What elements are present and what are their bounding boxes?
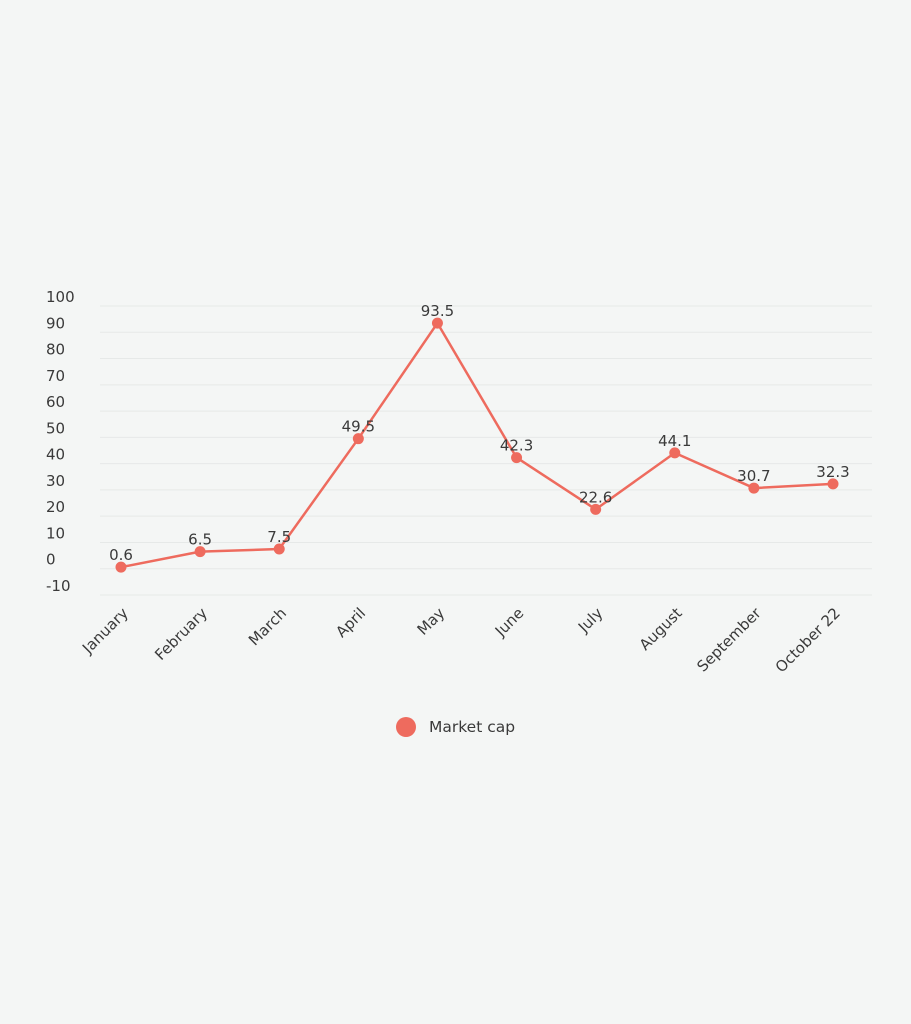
data-label: 30.7 — [737, 467, 770, 485]
y-tick-label: -10 — [46, 577, 71, 595]
x-tick-label: August — [636, 604, 686, 654]
x-tick-label: September — [693, 604, 765, 676]
x-tick-label: July — [574, 604, 607, 637]
x-tick-label: June — [491, 604, 528, 641]
data-label: 42.3 — [500, 437, 533, 455]
data-label: 6.5 — [188, 531, 212, 549]
y-tick-label: 40 — [46, 446, 65, 464]
y-tick-label: 60 — [46, 393, 65, 411]
data-labels: 0.6 6.5 7.5 49.5 93.5 42.3 22.6 44.1 30.7 32.3 — [109, 302, 850, 564]
data-label: 49.5 — [342, 418, 375, 436]
legend-label-market-cap: Market cap — [429, 718, 516, 736]
y-tick-label: 20 — [46, 498, 65, 516]
y-tick-label: 90 — [46, 314, 65, 332]
data-label: 32.3 — [816, 463, 849, 481]
x-tick-label: October 22 — [772, 604, 844, 676]
y-tick-label: 10 — [46, 524, 65, 542]
series-line-market-cap — [120, 321, 834, 569]
series-market-cap — [115, 317, 839, 573]
data-point — [115, 561, 127, 573]
x-axis-ticks: January February March April May June July Augu… — [78, 604, 844, 677]
data-label: 22.6 — [579, 488, 612, 506]
data-label: 93.5 — [421, 302, 454, 320]
data-point — [273, 543, 285, 555]
y-tick-label: 70 — [46, 367, 65, 385]
x-tick-label: May — [414, 604, 449, 639]
x-tick-label: March — [245, 604, 290, 649]
data-point — [748, 482, 760, 494]
x-tick-label: January — [78, 604, 132, 658]
y-tick-label: 100 — [46, 288, 75, 306]
data-point — [511, 452, 523, 464]
legend-swatch-market-cap — [396, 717, 416, 737]
y-tick-label: 50 — [46, 419, 65, 437]
data-point — [590, 503, 602, 515]
y-tick-label: 80 — [46, 341, 65, 359]
data-label: 7.5 — [267, 528, 291, 546]
data-label: 44.1 — [658, 432, 691, 450]
x-tick-label: April — [332, 604, 369, 641]
data-point — [669, 447, 681, 459]
data-point — [352, 433, 364, 445]
data-point — [431, 317, 443, 329]
data-point — [827, 478, 839, 490]
data-label: 0.6 — [109, 546, 133, 564]
data-point — [194, 546, 206, 558]
legend: Market cap — [396, 717, 515, 737]
x-tick-label: February — [151, 604, 211, 664]
y-tick-label: 0 — [46, 551, 56, 569]
y-tick-label: 30 — [46, 472, 65, 490]
grid-lines — [100, 305, 872, 596]
